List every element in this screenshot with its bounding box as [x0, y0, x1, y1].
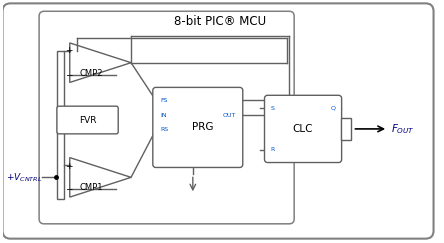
- Text: 8-bit PIC® MCU: 8-bit PIC® MCU: [174, 15, 266, 28]
- Text: CLC: CLC: [293, 124, 313, 134]
- FancyBboxPatch shape: [265, 95, 341, 163]
- FancyBboxPatch shape: [3, 3, 433, 239]
- Text: FVR: FVR: [79, 115, 96, 124]
- Text: PRG: PRG: [192, 122, 214, 132]
- Text: R: R: [270, 147, 275, 152]
- Text: IN: IN: [161, 113, 167, 118]
- Text: $+V_{CNTRL}$: $+V_{CNTRL}$: [5, 171, 42, 184]
- Text: FS: FS: [161, 98, 168, 103]
- FancyBboxPatch shape: [153, 87, 243, 167]
- Text: $F_{OUT}$: $F_{OUT}$: [391, 122, 415, 136]
- Bar: [341, 118, 350, 140]
- Text: Q: Q: [331, 106, 336, 111]
- Text: +: +: [65, 46, 72, 55]
- Text: CMP1: CMP1: [79, 183, 103, 192]
- Text: −: −: [65, 70, 72, 79]
- Text: CMP2: CMP2: [79, 69, 103, 78]
- Text: S: S: [270, 106, 274, 111]
- Bar: [57, 51, 64, 199]
- Text: RS: RS: [161, 127, 169, 132]
- FancyBboxPatch shape: [39, 11, 294, 224]
- Text: OUT: OUT: [222, 113, 236, 118]
- FancyBboxPatch shape: [57, 106, 118, 134]
- Text: −: −: [65, 185, 72, 194]
- Text: +: +: [65, 162, 72, 171]
